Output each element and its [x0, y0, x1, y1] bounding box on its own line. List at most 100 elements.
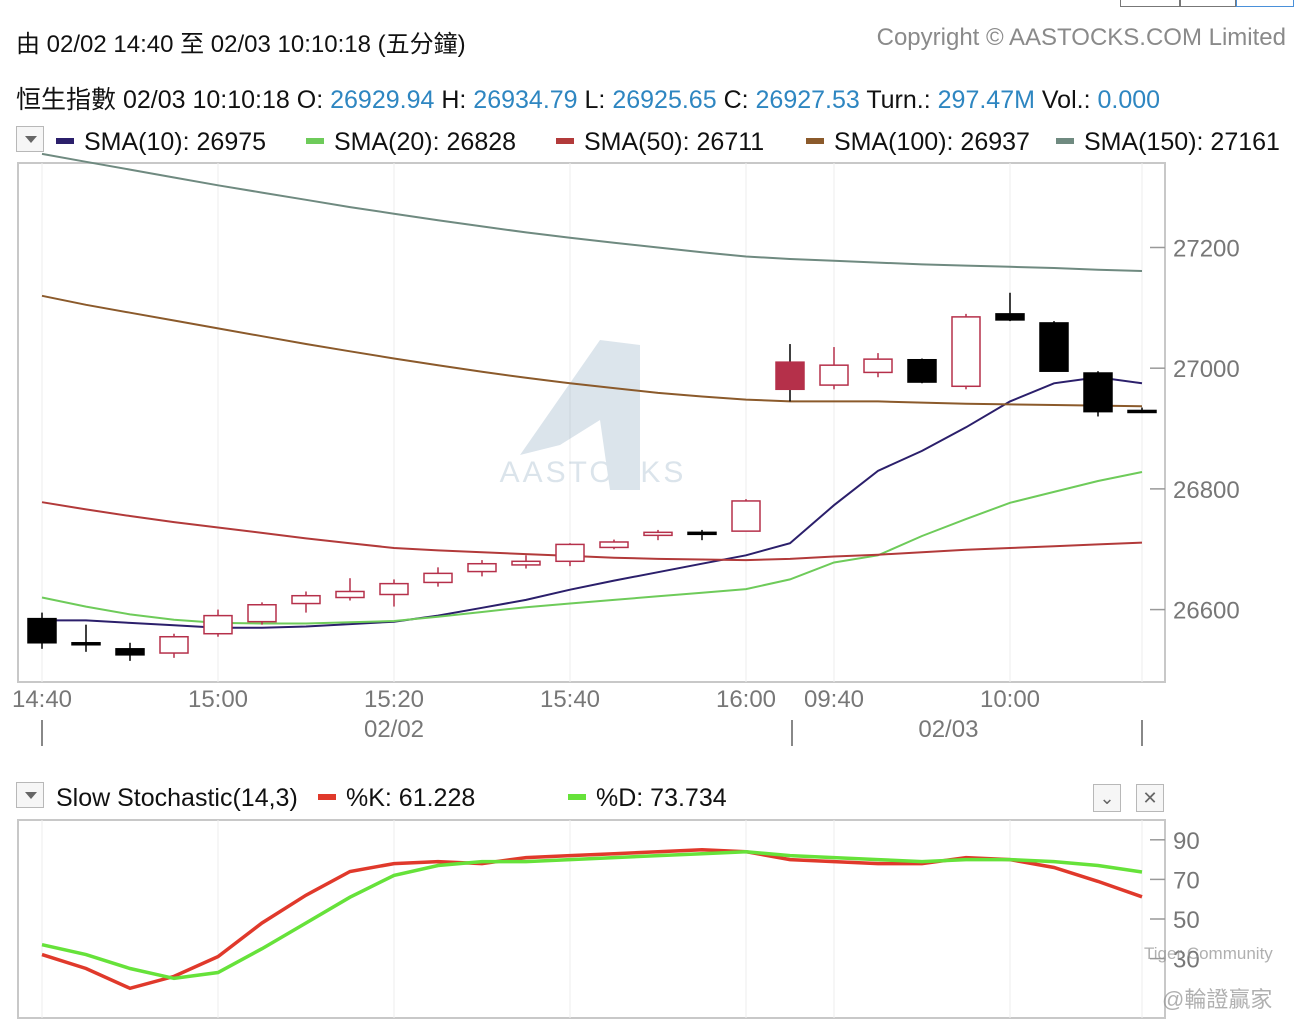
candle-body — [1083, 372, 1113, 413]
x-tick-label: 14:40 — [12, 686, 72, 713]
turnover-label: Turn.: — [866, 86, 931, 114]
stoch-ytick-label: 30 — [1173, 947, 1200, 974]
main-ytick-label: 27200 — [1173, 235, 1240, 262]
x-tick-label: 15:20 — [364, 686, 424, 713]
high-value: 26934.79 — [473, 86, 578, 114]
candle-body — [291, 594, 321, 605]
main-ytick-label: 26600 — [1173, 598, 1240, 625]
main-ytick-label: 26800 — [1173, 477, 1240, 504]
sma-line-sma50 — [41, 501, 1143, 562]
stoch-d-swatch — [568, 794, 586, 801]
candle-body — [863, 358, 893, 374]
quote-line: 恒生指數 02/03 10:10:18 O: 26929.94 H: 26934… — [16, 80, 1160, 116]
sma100-label: SMA(100): 26937 — [834, 128, 1030, 156]
x-tick-label: 16:00 — [716, 686, 776, 713]
stoch-ytick-label: 70 — [1173, 867, 1200, 894]
candle-body — [951, 316, 981, 388]
indicator-close-button[interactable]: ✕ — [1136, 784, 1164, 812]
x-tick-label: 09:40 — [804, 686, 864, 713]
toolbar-tab-2[interactable] — [1180, 0, 1236, 7]
sma150-legend: SMA(150): 27161 — [1056, 128, 1280, 157]
main-chart-dropdown[interactable] — [16, 126, 44, 152]
sma50-legend: SMA(50): 26711 — [556, 128, 764, 157]
candle-body — [511, 560, 541, 566]
sma100-legend: SMA(100): 26937 — [806, 128, 1030, 157]
candle-body — [1127, 409, 1157, 414]
indicator-dropdown[interactable] — [16, 782, 44, 808]
range-label: 由 02/02 14:40 至 02/03 10:10:18 (五分鐘) — [16, 31, 466, 58]
volume-value: 0.000 — [1097, 86, 1161, 114]
index-name: 恒生指數 — [16, 86, 117, 114]
x-tick-label: 10:00 — [980, 686, 1040, 713]
copyright-text: Copyright © AASTOCKS.COM Limited — [876, 24, 1286, 51]
sma150-label: SMA(150): 27161 — [1084, 128, 1280, 156]
open-label: O: — [296, 86, 324, 114]
toolbar-tab-3[interactable] — [1236, 0, 1294, 7]
candle-body — [423, 572, 453, 584]
sma50-label: SMA(50): 26711 — [584, 128, 765, 156]
candle-body — [203, 614, 233, 635]
main-price-panel: 26600 26800 27000 27200 14:40 15:00 15:20 15:40… — [12, 152, 1240, 746]
low-label: L: — [584, 86, 606, 114]
stoch-k-label: %K: 61.228 — [346, 784, 476, 812]
close-label: C: — [723, 86, 749, 114]
stoch-plot-frame — [17, 819, 1166, 1019]
candle-body — [1039, 322, 1069, 372]
candle-body — [555, 543, 585, 563]
x-tick-label: 15:40 — [540, 686, 600, 713]
candle-body — [599, 541, 629, 549]
low-value: 26925.65 — [612, 86, 717, 114]
main-ytick-label: 27000 — [1173, 356, 1240, 383]
tiger-community-watermark: Tiger Community — [1144, 944, 1273, 963]
sma10-legend: SMA(10): 26975 — [56, 128, 266, 157]
candle-body — [27, 617, 57, 644]
candle-body — [819, 364, 849, 386]
watermark-logo-shape — [520, 340, 640, 490]
sma10-label: SMA(10): 26975 — [84, 128, 267, 156]
toolbar-tab-1[interactable] — [1120, 0, 1180, 7]
stochastic-panel: 30 50 70 90 — [17, 819, 1200, 1019]
candle-body — [159, 635, 189, 654]
quote-time: 02/03 10:10:18 — [122, 86, 290, 114]
turnover-value: 297.47M — [937, 86, 1035, 114]
candle-body — [775, 361, 805, 391]
stoch-ytick-label: 90 — [1173, 828, 1200, 855]
sma20-label: SMA(20): 26828 — [334, 128, 517, 156]
candle-body — [995, 313, 1025, 321]
indicator-collapse-button[interactable]: ⌄ — [1093, 784, 1121, 812]
candle-body — [907, 358, 937, 383]
stoch-k-swatch — [318, 794, 336, 801]
stoch-k-legend: %K: 61.228 — [318, 784, 475, 813]
stoch-d-label: %D: 73.734 — [596, 784, 727, 812]
sma-line-sma100 — [41, 294, 1143, 408]
sma150-swatch — [1056, 138, 1074, 145]
candle-body — [731, 500, 761, 532]
stoch-ytick-label: 50 — [1173, 907, 1200, 934]
candle-body — [467, 562, 497, 573]
sma100-swatch — [806, 138, 824, 145]
date-label: 02/03 — [918, 716, 978, 743]
high-label: H: — [441, 86, 467, 114]
sma10-swatch — [56, 138, 74, 145]
date-label: 02/02 — [364, 716, 424, 743]
candle-body — [643, 531, 673, 537]
candle-body — [687, 531, 717, 536]
stoch-line-d — [41, 849, 1143, 981]
close-value: 26927.53 — [755, 86, 860, 114]
candle-body — [71, 642, 101, 646]
aastocks-watermark: AASTOCKS — [500, 340, 687, 490]
watermark-brand-text: AASTOCKS — [500, 456, 687, 489]
candle-body — [115, 648, 145, 656]
candle-body — [247, 604, 277, 623]
sma-line-sma150 — [41, 152, 1143, 272]
stoch-title: Slow Stochastic(14,3) — [56, 784, 298, 812]
sma50-swatch — [556, 138, 574, 145]
open-value: 26929.94 — [330, 86, 435, 114]
stoch-d-legend: %D: 73.734 — [568, 784, 727, 813]
candle-body — [335, 590, 365, 599]
handle-watermark: @輪證贏家 — [1162, 987, 1273, 1012]
sma20-swatch — [306, 138, 324, 145]
sma20-legend: SMA(20): 26828 — [306, 128, 516, 157]
